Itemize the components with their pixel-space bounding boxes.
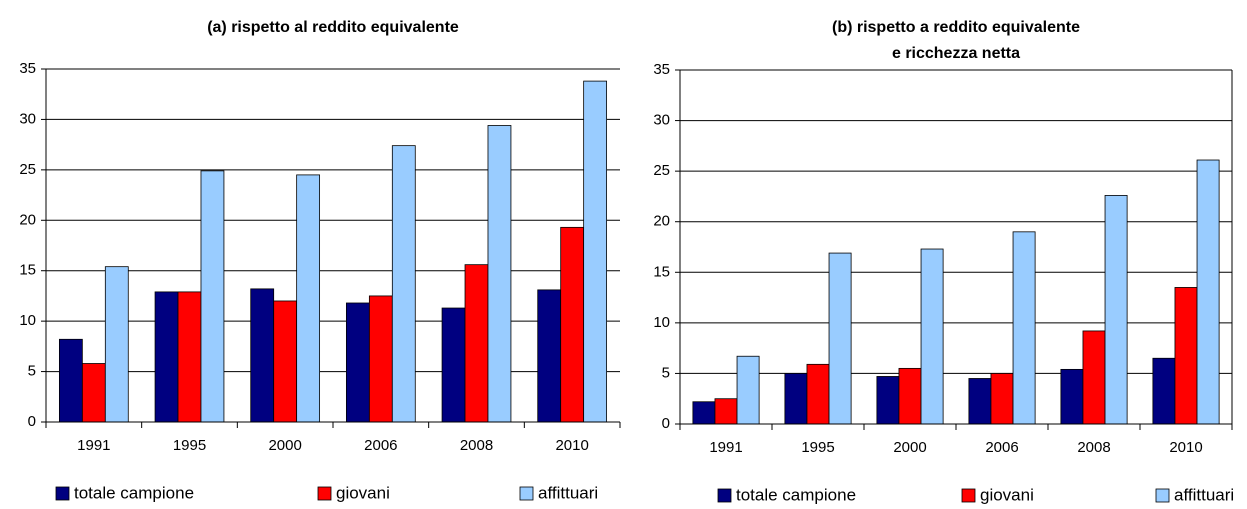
x-tick-label: 2008	[460, 437, 493, 454]
bar	[806, 363, 830, 425]
bar	[1060, 368, 1084, 425]
x-tick-label: 2000	[893, 439, 926, 456]
x-tick-label: 1991	[709, 439, 742, 456]
y-tick-label: 25	[19, 161, 36, 178]
legend-label: affittuari	[1174, 485, 1234, 504]
bar	[828, 252, 852, 425]
bar	[250, 288, 275, 423]
bar	[736, 355, 760, 425]
y-tick-label: 15	[19, 262, 36, 279]
x-tick-label: 2010	[555, 437, 588, 454]
bar	[296, 174, 321, 423]
bar	[714, 398, 738, 425]
bar	[560, 226, 585, 423]
x-tick-label: 1995	[173, 437, 206, 454]
bar	[1196, 159, 1220, 425]
legend-swatch	[55, 486, 70, 501]
bar	[81, 363, 106, 423]
legend-label: giovani	[980, 485, 1034, 504]
bar	[487, 125, 512, 423]
bar	[1104, 195, 1128, 425]
x-tick-label: 2000	[268, 437, 301, 454]
bar	[273, 300, 298, 423]
bar	[391, 145, 416, 423]
y-tick-label: 35	[653, 61, 670, 78]
x-tick-label: 2006	[364, 437, 397, 454]
bar	[784, 373, 808, 425]
x-tick-label: 1991	[77, 437, 110, 454]
bar	[990, 373, 1014, 425]
bar	[692, 401, 716, 425]
x-tick-label: 2008	[1077, 439, 1110, 456]
legend-swatch	[317, 486, 332, 501]
bar	[104, 266, 129, 423]
y-tick-label: 0	[662, 415, 670, 432]
y-tick-label: 35	[19, 60, 36, 77]
legend-label: affittuari	[538, 483, 598, 502]
bar	[968, 378, 992, 425]
bar	[154, 291, 179, 423]
legend-swatch	[961, 488, 976, 503]
y-tick-label: 10	[653, 314, 670, 331]
bar	[464, 264, 489, 423]
bar	[1082, 330, 1106, 425]
x-tick-label: 2010	[1169, 439, 1202, 456]
bar	[177, 291, 202, 423]
y-tick-label: 5	[28, 363, 36, 380]
bar	[441, 307, 466, 423]
legend-label: totale campione	[736, 485, 856, 504]
bar	[920, 248, 944, 425]
bar	[876, 376, 900, 425]
chart-title: e ricchezza netta	[892, 45, 1020, 62]
bar	[1152, 357, 1176, 425]
bar	[368, 295, 393, 423]
chart-title: (a) rispetto al reddito equivalente	[207, 19, 459, 36]
bar	[1012, 231, 1036, 425]
y-tick-label: 15	[653, 263, 670, 280]
y-tick-label: 25	[653, 162, 670, 179]
y-tick-label: 0	[28, 413, 36, 430]
legend-label: giovani	[336, 483, 390, 502]
legend-swatch	[1155, 488, 1170, 503]
bar	[537, 289, 562, 423]
y-tick-label: 30	[653, 112, 670, 129]
x-tick-label: 1995	[801, 439, 834, 456]
bar	[898, 367, 922, 425]
legend-label: totale campione	[74, 483, 194, 502]
chart-title: (b) rispetto a reddito equivalente	[832, 19, 1080, 36]
bar	[58, 338, 83, 423]
x-tick-label: 2006	[985, 439, 1018, 456]
y-tick-label: 20	[19, 211, 36, 228]
bar	[1174, 287, 1198, 425]
y-tick-label: 10	[19, 312, 36, 329]
y-tick-label: 30	[19, 110, 36, 127]
legend-swatch	[519, 486, 534, 501]
bar	[200, 170, 225, 423]
bar	[583, 80, 608, 423]
legend-swatch	[717, 488, 732, 503]
y-tick-label: 20	[653, 213, 670, 230]
bar	[345, 302, 370, 423]
y-tick-label: 5	[662, 364, 670, 381]
